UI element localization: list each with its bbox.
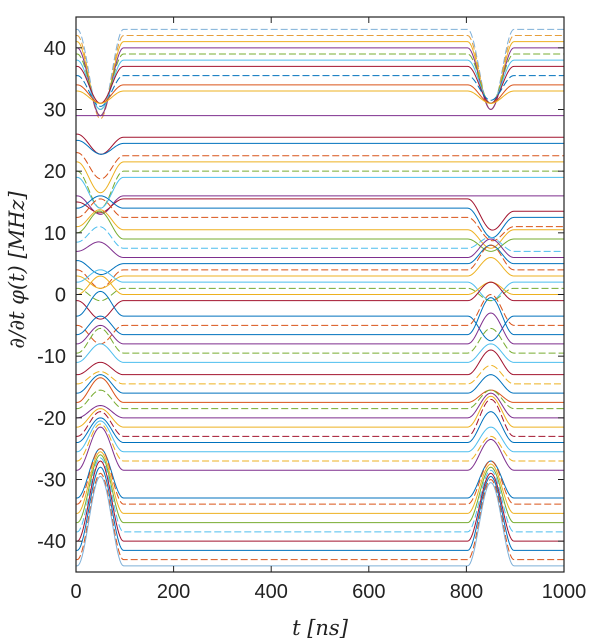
series-line-39 [76, 364, 564, 385]
series-line-18 [76, 198, 564, 231]
series-line-17 [76, 195, 564, 215]
series-line-11 [76, 133, 564, 155]
series-line-54 [76, 457, 564, 533]
series-line-14 [76, 161, 564, 194]
series-line-26 [76, 244, 564, 289]
series-line-13 [76, 152, 564, 180]
series-line-35 [76, 312, 564, 345]
series-line-6 [76, 65, 564, 104]
series-line-34 [76, 297, 564, 336]
x-tick-label: 0 [70, 581, 81, 603]
series-line-20 [76, 198, 564, 242]
series-line-27 [76, 256, 564, 289]
series-line-3 [76, 47, 564, 117]
series-line-8 [76, 84, 564, 104]
series-line-50 [76, 448, 564, 499]
series-line-49 [76, 426, 564, 471]
series-line-29 [76, 287, 564, 302]
series-line-37 [76, 343, 564, 363]
y-tick-label: 0 [55, 285, 66, 307]
y-tick-label: -40 [37, 531, 66, 553]
series-line-0 [76, 28, 564, 117]
series-line-25 [76, 244, 564, 276]
y-tick-label: 10 [44, 223, 66, 245]
y-tick-label: -10 [37, 346, 66, 368]
series-line-16 [76, 176, 564, 209]
series-line-2 [76, 41, 564, 117]
series-line-56 [76, 466, 564, 551]
series-line-4 [76, 53, 564, 111]
series-line-15 [76, 170, 564, 209]
y-tick-label: 40 [44, 38, 66, 60]
y-tick-label: -20 [37, 408, 66, 430]
series-line-23 [76, 226, 564, 252]
series-line-38 [76, 349, 564, 376]
series-line-53 [76, 454, 564, 524]
x-tick-label: 1000 [542, 581, 587, 603]
series-line-32 [76, 290, 564, 342]
ticks-layer: 0 200 400 600 800 1000 40 30 20 10 0 -10 -20 -30 -40 [37, 17, 586, 603]
series-line-51 [76, 448, 564, 505]
series-line-5 [76, 59, 564, 111]
series-line-36 [76, 327, 564, 354]
series-layer [76, 28, 564, 567]
y-axis-label: ∂/∂t φ(t) [MHz] [5, 191, 29, 349]
series-line-43 [76, 392, 564, 419]
series-line-42 [76, 389, 564, 410]
x-tick-label: 600 [352, 581, 385, 603]
series-line-40 [76, 374, 564, 394]
series-line-28 [76, 269, 564, 302]
series-line-47 [76, 420, 564, 453]
series-line-57 [76, 472, 564, 561]
series-line-48 [76, 423, 564, 462]
y-tick-label: 20 [44, 161, 66, 183]
series-line-21 [76, 209, 564, 249]
series-line-30 [76, 275, 564, 295]
series-line-45 [76, 398, 564, 437]
series-line-55 [76, 460, 564, 542]
x-tick-label: 800 [450, 581, 483, 603]
series-line-22 [76, 210, 564, 252]
axis-labels: t [ns] ∂/∂t φ(t) [MHz] [5, 191, 349, 640]
series-line-41 [76, 377, 564, 403]
x-tick-label: 400 [255, 581, 288, 603]
series-line-31 [76, 281, 564, 320]
series-line-58 [76, 475, 564, 567]
series-line-1 [76, 35, 564, 120]
y-tick-label: -30 [37, 470, 66, 492]
series-line-12 [76, 139, 564, 155]
series-line-9 [76, 90, 564, 104]
series-line-19 [76, 195, 564, 239]
x-tick-label: 200 [157, 581, 190, 603]
series-line-24 [76, 238, 564, 258]
x-axis-label: t [ns] [292, 616, 349, 640]
series-line-7 [76, 75, 564, 107]
series-line-44 [76, 395, 564, 428]
series-line-52 [76, 451, 564, 514]
series-line-33 [76, 293, 564, 345]
y-tick-label: 30 [44, 100, 66, 122]
series-line-46 [76, 411, 564, 443]
